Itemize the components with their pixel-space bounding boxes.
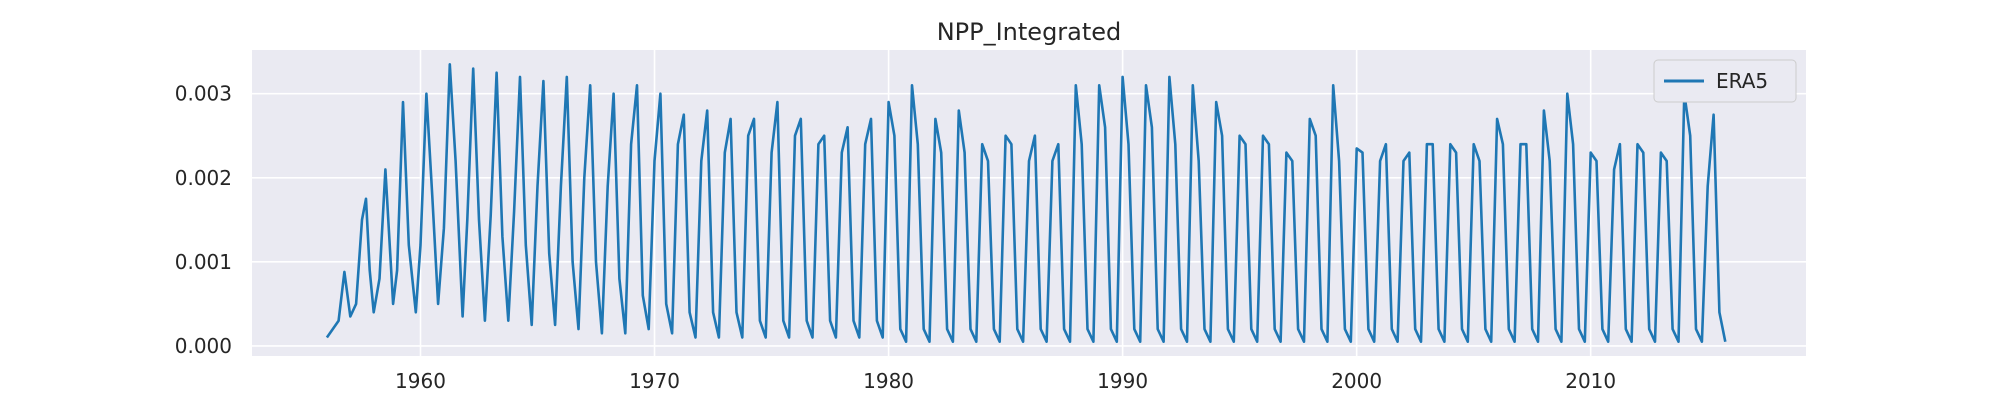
x-tick-label: 2000	[1331, 369, 1382, 393]
x-tick-label: 1960	[395, 369, 446, 393]
x-tick-label: 1970	[629, 369, 680, 393]
y-tick-label: 0.003	[175, 82, 232, 106]
legend-label-era5: ERA5	[1716, 69, 1768, 93]
legend: ERA5	[1653, 59, 1797, 103]
series-line-era5	[325, 63, 1727, 344]
chart-title: NPP_Integrated	[937, 18, 1122, 46]
y-tick-label: 0.002	[175, 166, 232, 190]
y-tick-label: 0.001	[175, 250, 232, 274]
legend-box	[1653, 59, 1797, 103]
y-tick-labels: 0.000 0.001 0.002 0.003	[175, 82, 232, 358]
series-lines	[325, 63, 1727, 344]
y-tick-label: 0.000	[175, 334, 232, 358]
x-tick-labels: 1960 1970 1980 1990 2000 2010	[395, 369, 1616, 393]
plot-background	[252, 50, 1806, 356]
x-tick-label: 1980	[863, 369, 914, 393]
x-tick-label: 2010	[1565, 369, 1616, 393]
x-tick-label: 1990	[1097, 369, 1148, 393]
